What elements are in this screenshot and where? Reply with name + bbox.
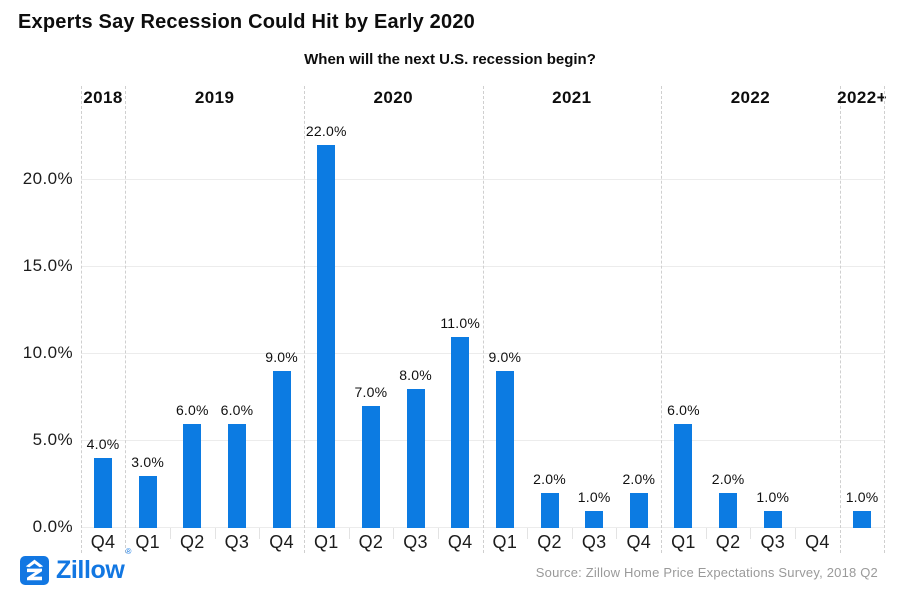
bar-value-label: 8.0% <box>399 367 432 383</box>
bar-value-label: 3.0% <box>131 454 164 470</box>
minor-tick <box>169 528 171 539</box>
zillow-house-icon <box>20 556 49 585</box>
minor-tick <box>393 528 395 539</box>
bar-value-label: 2.0% <box>622 471 656 487</box>
year-label: 2019 <box>194 88 235 107</box>
year-label: 2018 <box>83 88 123 107</box>
year-separator-line <box>661 86 663 553</box>
bar <box>451 337 470 528</box>
bar-value-label: 9.0% <box>265 349 298 365</box>
quarter-label: Q1 <box>313 532 339 552</box>
minor-tick <box>571 528 573 539</box>
chart-subtitle: When will the next U.S. recession begin? <box>304 51 596 68</box>
quarter-label: Q3 <box>760 532 786 552</box>
year-separator-line <box>303 86 305 553</box>
gridline <box>81 266 884 267</box>
bar-value-label: 2.0% <box>533 471 566 487</box>
minor-tick <box>348 528 350 539</box>
bar-value-label: 9.0% <box>488 349 522 365</box>
year-separator-line <box>125 86 127 553</box>
bar <box>361 406 380 528</box>
bar-value-label: 1.0% <box>756 489 790 505</box>
bar <box>272 371 291 528</box>
quarter-label: Q2 <box>715 532 741 552</box>
minor-tick <box>527 528 529 539</box>
year-label: 2021 <box>552 88 592 107</box>
quarter-label: Q1 <box>135 532 160 552</box>
zillow-logo: Zillow® <box>20 547 131 585</box>
y-axis-label: 20.0% <box>22 169 73 188</box>
zillow-wordmark: Zillow <box>56 556 125 584</box>
bar-value-label: 1.0% <box>577 489 611 505</box>
source-text: Source: Zillow Home Price Expectations S… <box>535 565 878 580</box>
bar <box>317 145 336 528</box>
bar-value-label: 6.0% <box>175 402 209 418</box>
bar-value-label: 4.0% <box>86 436 120 452</box>
bar <box>183 424 202 528</box>
bar <box>406 389 425 528</box>
gridline <box>81 353 884 354</box>
y-axis-label: 0.0% <box>32 517 73 536</box>
y-axis-label: 15.0% <box>22 256 73 275</box>
bar <box>94 458 112 528</box>
bar <box>629 493 648 528</box>
year-label: 2020 <box>373 88 413 107</box>
quarter-label: Q2 <box>358 532 384 552</box>
gridline <box>81 179 884 180</box>
quarter-label: Q4 <box>90 532 116 552</box>
quarter-label: Q4 <box>447 532 473 552</box>
year-separator-line <box>81 86 82 553</box>
bar-value-label: 6.0% <box>220 402 254 418</box>
bar <box>540 493 559 528</box>
bar-value-label: 2.0% <box>711 471 745 487</box>
bar <box>719 493 738 528</box>
bar-value-label: 6.0% <box>667 402 700 418</box>
bar <box>495 371 514 528</box>
bar <box>585 511 604 528</box>
bar-value-label: 7.0% <box>354 384 388 400</box>
bar <box>674 424 693 528</box>
minor-tick <box>437 528 439 539</box>
quarter-label: Q3 <box>403 532 428 552</box>
y-axis-label: 10.0% <box>22 343 73 362</box>
minor-tick <box>214 528 216 539</box>
y-axis-label: 5.0% <box>32 430 73 449</box>
quarter-label: Q1 <box>671 532 696 552</box>
gridline <box>81 527 884 528</box>
minor-tick <box>795 528 797 539</box>
bar <box>763 511 782 528</box>
year-separator-line <box>482 86 484 553</box>
quarter-label: Q4 <box>626 532 652 552</box>
bar-value-label: 1.0% <box>845 489 879 505</box>
bar <box>138 476 157 528</box>
page-title: Experts Say Recession Could Hit by Early… <box>18 11 475 33</box>
year-label: 2022 <box>730 88 771 107</box>
bar <box>227 424 246 528</box>
quarter-label: Q2 <box>537 532 562 552</box>
year-label: 2022+ <box>837 88 887 107</box>
minor-tick <box>259 528 261 539</box>
minor-tick <box>750 528 752 539</box>
minor-tick <box>705 528 707 539</box>
quarter-label: Q1 <box>492 532 518 552</box>
bar-value-label: 11.0% <box>440 315 481 331</box>
registered-trademark-symbol: ® <box>125 547 132 556</box>
bar-value-label: 22.0% <box>305 123 347 139</box>
minor-tick <box>616 528 618 539</box>
quarter-label: Q4 <box>805 532 830 552</box>
quarter-label: Q3 <box>224 532 250 552</box>
year-separator-line <box>839 86 841 553</box>
gridline <box>81 440 884 441</box>
year-separator-line <box>884 86 886 553</box>
quarter-label: Q2 <box>179 532 205 552</box>
quarter-label: Q4 <box>269 532 294 552</box>
quarter-label: Q3 <box>581 532 607 552</box>
bar <box>853 511 872 528</box>
